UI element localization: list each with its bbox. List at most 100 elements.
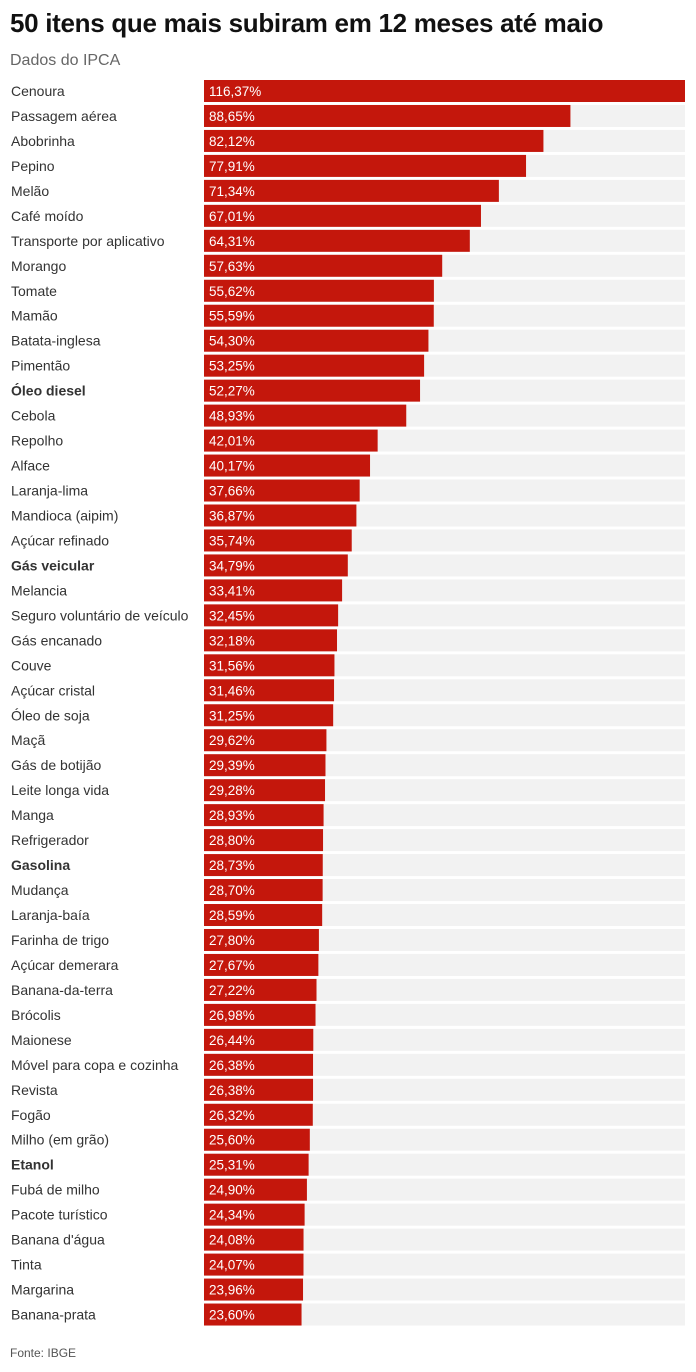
value-label: 67,01% — [209, 209, 255, 224]
bar — [204, 229, 470, 252]
chart-title: 50 itens que mais subiram em 12 meses at… — [10, 8, 604, 38]
value-label: 57,63% — [209, 259, 255, 274]
bar-row: Banana d'água 24,08% — [11, 1228, 685, 1251]
value-label: 32,18% — [209, 633, 255, 648]
bar-row: Manga 28,93% — [11, 804, 685, 827]
category-label: Mamão — [11, 308, 58, 324]
bar — [204, 504, 357, 527]
value-label: 26,38% — [209, 1058, 255, 1073]
bar — [204, 779, 326, 802]
bar — [204, 279, 434, 302]
value-label: 42,01% — [209, 434, 255, 449]
bar — [204, 354, 425, 377]
category-label: Mandioca (aipim) — [11, 507, 118, 523]
bar-row: Fogão 26,32% — [11, 1103, 685, 1126]
bar-row: Farinha de trigo 27,80% — [11, 928, 685, 951]
bar-row: Óleo de soja 31,25% — [11, 704, 685, 727]
bar-track — [204, 1228, 685, 1251]
bar-row: Cebola 48,93% — [11, 404, 685, 427]
bar-row: Passagem aérea 88,65% — [11, 104, 685, 127]
bar — [204, 928, 319, 951]
bar-row: Mandioca (aipim) 36,87% — [11, 504, 685, 527]
value-label: 88,65% — [209, 109, 255, 124]
bar-row: Maçã 29,62% — [11, 729, 685, 752]
bar-row: Pimentão 53,25% — [11, 354, 685, 377]
category-label: Óleo diesel — [11, 382, 86, 399]
bar-track — [204, 1078, 685, 1101]
bar-track — [204, 1253, 685, 1276]
bar-row: Transporte por aplicativo 64,31% — [11, 229, 685, 252]
category-label: Gás encanado — [11, 632, 102, 648]
bar — [204, 978, 317, 1001]
category-label: Milho (em grão) — [11, 1132, 109, 1148]
bar-row: Açúcar cristal 31,46% — [11, 679, 685, 702]
bar — [204, 1153, 309, 1176]
value-label: 116,37% — [209, 84, 261, 99]
value-label: 54,30% — [209, 334, 255, 349]
bar — [204, 1178, 307, 1201]
category-label: Açúcar demerara — [11, 957, 119, 973]
bar-track — [204, 854, 685, 877]
value-label: 37,66% — [209, 484, 255, 499]
category-label: Alface — [11, 458, 50, 474]
category-label: Tomate — [11, 283, 57, 299]
category-label: Seguro voluntário de veículo — [11, 607, 189, 623]
bar — [204, 1203, 305, 1226]
bar — [204, 529, 352, 552]
bar-row: Milho (em grão) 25,60% — [11, 1128, 685, 1151]
value-label: 25,60% — [209, 1133, 255, 1148]
bar-track — [204, 879, 685, 902]
category-label: Óleo de soja — [11, 707, 90, 723]
bar — [204, 454, 371, 477]
bar — [204, 1278, 304, 1301]
value-label: 26,32% — [209, 1108, 255, 1123]
bar — [204, 154, 527, 177]
bar-row: Gás encanado 32,18% — [11, 629, 685, 652]
value-label: 27,67% — [209, 958, 255, 973]
bar-row: Abobrinha 82,12% — [11, 129, 685, 152]
bar — [204, 329, 429, 352]
bar-track — [204, 1178, 685, 1201]
category-label: Revista — [11, 1082, 58, 1098]
bar-row: Brócolis 26,98% — [11, 1003, 685, 1026]
bar-track — [204, 1278, 685, 1301]
value-label: 53,25% — [209, 359, 255, 374]
value-label: 31,56% — [209, 658, 255, 673]
value-label: 48,93% — [209, 409, 255, 424]
value-label: 36,87% — [209, 508, 255, 523]
bar-row: Tinta 24,07% — [11, 1253, 685, 1276]
bar-track — [204, 904, 685, 927]
value-label: 23,60% — [209, 1308, 255, 1323]
value-label: 40,17% — [209, 459, 255, 474]
bar-row: Gás veicular 34,79% — [11, 554, 685, 577]
category-label: Farinha de trigo — [11, 932, 109, 948]
bar-track — [204, 978, 685, 1001]
chart-subtitle: Dados do IPCA — [10, 52, 121, 69]
bar-row: Açúcar demerara 27,67% — [11, 953, 685, 976]
bar — [204, 579, 343, 602]
value-label: 27,80% — [209, 933, 255, 948]
bar — [204, 479, 360, 502]
bar — [204, 604, 339, 627]
bar-track — [204, 1003, 685, 1026]
value-label: 29,62% — [209, 733, 255, 748]
category-label: Tinta — [11, 1257, 42, 1273]
category-label: Mudança — [11, 882, 69, 898]
category-label: Gás de botijão — [11, 757, 101, 773]
bar-track — [204, 804, 685, 827]
value-label: 35,74% — [209, 533, 255, 548]
value-label: 29,28% — [209, 783, 255, 798]
bar-row: Cenoura 116,37% — [11, 80, 685, 102]
value-label: 33,41% — [209, 583, 255, 598]
category-label: Fogão — [11, 1107, 51, 1123]
bar-track — [204, 928, 685, 951]
category-label: Açúcar cristal — [11, 682, 95, 698]
value-label: 24,07% — [209, 1258, 255, 1273]
category-label: Brócolis — [11, 1007, 61, 1023]
bar — [204, 404, 407, 427]
bar-row: Mudança 28,70% — [11, 879, 685, 902]
bar — [204, 254, 443, 277]
value-label: 77,91% — [209, 159, 255, 174]
bar-row: Repolho 42,01% — [11, 429, 685, 452]
bar-row: Refrigerador 28,80% — [11, 829, 685, 852]
